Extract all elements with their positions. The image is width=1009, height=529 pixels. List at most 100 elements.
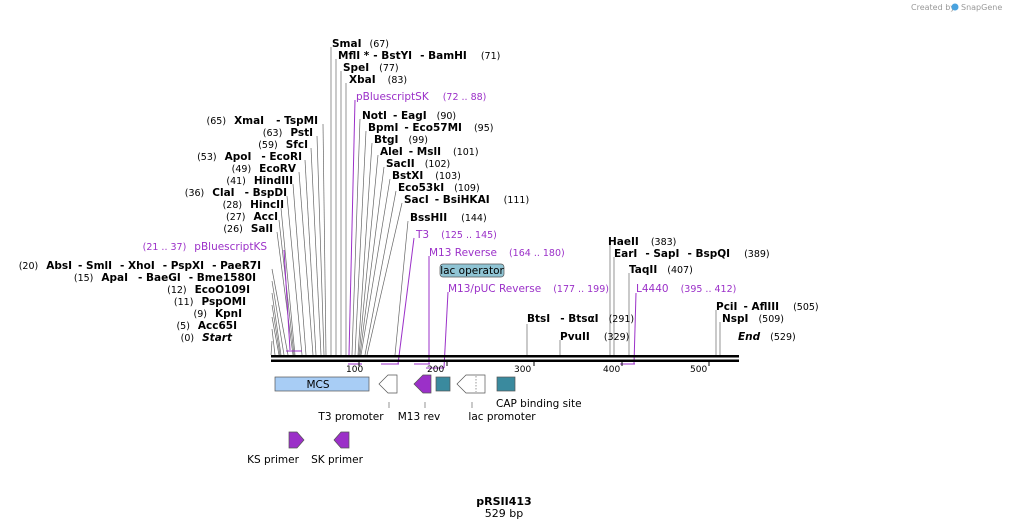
lac-operator-tag [439,263,505,278]
svg-text:(20)AbsI- SmlI- XhoI- PspXI- P: (20) AbsI - SmlI - XhoI - PspXI - PaeR7I [19,260,261,272]
site-ecoo109i: EcoO109I [195,284,250,296]
svg-text:SacII(102): SacII (102) [386,158,450,170]
site-xbai: XbaI [349,74,376,86]
svg-text:PciI- AflIII(505): PciI - AflIII (505) [716,301,819,313]
primer-track: KS primer SK primer [247,431,364,466]
svg-text:(12)EcoO109I: (12) EcoO109I [167,284,250,296]
svg-text:MflI *- BstYI- BamHI(71): MflI * - BstYI - BamHI (71) [338,50,500,62]
svg-text:PvuII(329): PvuII (329) [560,331,629,343]
svg-text:(59)SfcI: (59) SfcI [258,139,308,151]
site-pspomi: PspOMI [201,296,246,308]
svg-text:(9)KpnI: (9) KpnI [193,308,242,320]
sk-primer-label: SK primer [311,454,363,466]
svg-text:(36)ClaI- BspDI: (36) ClaI - BspDI [185,187,287,199]
svg-text:T3(125 .. 145): T3 (125 .. 145) [415,229,497,241]
m13-rev-label: M13 rev [398,411,441,423]
site-end: End [738,331,761,343]
svg-text:(28)HincII: (28) HincII [223,199,284,211]
site-eco53ki: Eco53kI [398,182,444,194]
site-haeii: HaeII [608,236,639,248]
site-acc65i: Acc65I [198,320,237,332]
svg-text:(41)HindIII: (41) HindIII [226,175,293,187]
svg-text:M13 Reverse(164 .. 180): M13 Reverse (164 .. 180) [429,247,565,259]
plasmid-length: 529 bp [485,507,523,520]
site-clai: ClaI [212,187,234,199]
svg-text:BtsI- BtsαI(291): BtsI - BtsαI (291) [527,313,634,325]
svg-text:(15)ApaI- BaeGI- Bme1580I: (15) ApaI - BaeGI - Bme1580I [74,272,256,284]
site-bsshii: BssHII [410,212,447,224]
ks-primer-label: KS primer [247,454,299,466]
svg-text:BssHII(144): BssHII (144) [410,212,487,224]
site-apai: ApaI [101,272,128,284]
top-site-labels: SmaI (67) MflI * - BstYI - BamHI (71) SpeI (7… [332,38,609,295]
lac-operator-label: lac operator [440,265,504,277]
site-ecorv: EcoRV [259,163,297,175]
site-connectors [270,47,721,356]
tick-300: 300 [514,365,531,375]
ruler-ticks [358,362,710,366]
svg-text:(49)EcoRV: (49) EcoRV [232,163,297,175]
site-absi: AbsI [46,260,72,272]
site-bstxi: BstXI [392,170,423,182]
site-eari: EarI [614,248,637,260]
site-taqii: TaqII [629,264,657,276]
tick-100: 100 [346,365,363,375]
lac-promoter-arrow [456,374,486,394]
site-start: Start [202,332,233,344]
cap-binding-site-label: CAP binding site [496,398,582,410]
svg-text:HaeII(383): HaeII (383) [608,236,676,248]
site-btgi: BtgI [374,134,398,146]
tick-200: 200 [427,365,444,375]
primer-label-m13-puc-reverse: M13/pUC Reverse [448,283,541,295]
dna-backbone: 100 200 300 400 500 [271,355,739,375]
svg-text:pBluescriptSK(72 .. 88): pBluescriptSK (72 .. 88) [356,91,486,103]
lac-operator-feature [435,376,451,392]
svg-text:L4440(395 .. 412): L4440 (395 .. 412) [636,283,736,295]
svg-text:M13/pUC Reverse(177 .. 199): M13/pUC Reverse (177 .. 199) [448,283,609,295]
cap-binding-site-feature [496,376,516,392]
svg-text:XbaI(83): XbaI (83) [349,74,407,86]
sk-primer-arrow [333,431,350,449]
site-nspi: NspI [722,313,748,325]
svg-text:BpmI- Eco57MI(95): BpmI - Eco57MI (95) [368,122,493,134]
svg-text:(53)ApoI- EcoRI: (53) ApoI - EcoRI [197,151,302,163]
svg-text:(0)Start: (0) Start [181,332,233,344]
site-apoi: ApoI [225,151,252,163]
svg-text:End(529): End (529) [738,331,796,343]
t3-promoter-label: T3 promoter [317,411,384,423]
svg-text:NspI(509): NspI (509) [722,313,784,325]
site-saci: SacI [404,194,429,206]
mcs-label: MCS [306,379,329,391]
site-pcii: PciI [716,301,737,313]
svg-text:(21 .. 37)pBluescriptKS: (21 .. 37) pBluescriptKS [143,241,268,253]
svg-text:EarI- SapI- BspQI(389): EarI - SapI - BspQI (389) [614,248,770,260]
lac-promoter-label: lac promoter [468,411,536,423]
left-site-labels: (65) XmaI - TspMI (63) PstI (59) SfcI (53) Ap… [19,115,318,344]
site-smai: SmaI [332,38,362,50]
m13-rev-arrow [413,374,432,394]
feature-track: MCS T3 promoter M13 rev lac operator lac… [274,263,582,423]
tick-500: 500 [690,365,707,375]
svg-text:BtgI(99): BtgI (99) [374,134,428,146]
site-hincii: HincII [250,199,284,211]
site-kpni: KpnI [215,308,242,320]
snapgene-credit: Created by SnapGene [911,3,1002,12]
svg-text:BstXI(103): BstXI (103) [392,170,461,182]
credit-prefix: Created by [911,3,955,12]
site-bpmi: BpmI [368,122,398,134]
site-btsi: BtsI [527,313,550,325]
site-alei: AleI [380,146,403,158]
svg-text:AleI- MslI(101): AleI - MslI (101) [380,146,479,158]
site-pvuii: PvuII [560,331,590,343]
site-spei: SpeI [343,62,369,74]
svg-text:(11)PspOMI: (11) PspOMI [174,296,246,308]
primer-label-t3: T3 [415,229,429,241]
credit-brand: SnapGene [961,3,1002,12]
mcs-feature [274,376,370,392]
svg-text:(26)SalI: (26) SalI [223,223,273,235]
svg-text:NotI- EagI(90): NotI - EagI (90) [362,110,456,122]
tick-400: 400 [603,365,620,375]
primer-label-pbluescriptks: pBluescriptKS [194,241,267,253]
site-acci: AccI [254,211,278,223]
